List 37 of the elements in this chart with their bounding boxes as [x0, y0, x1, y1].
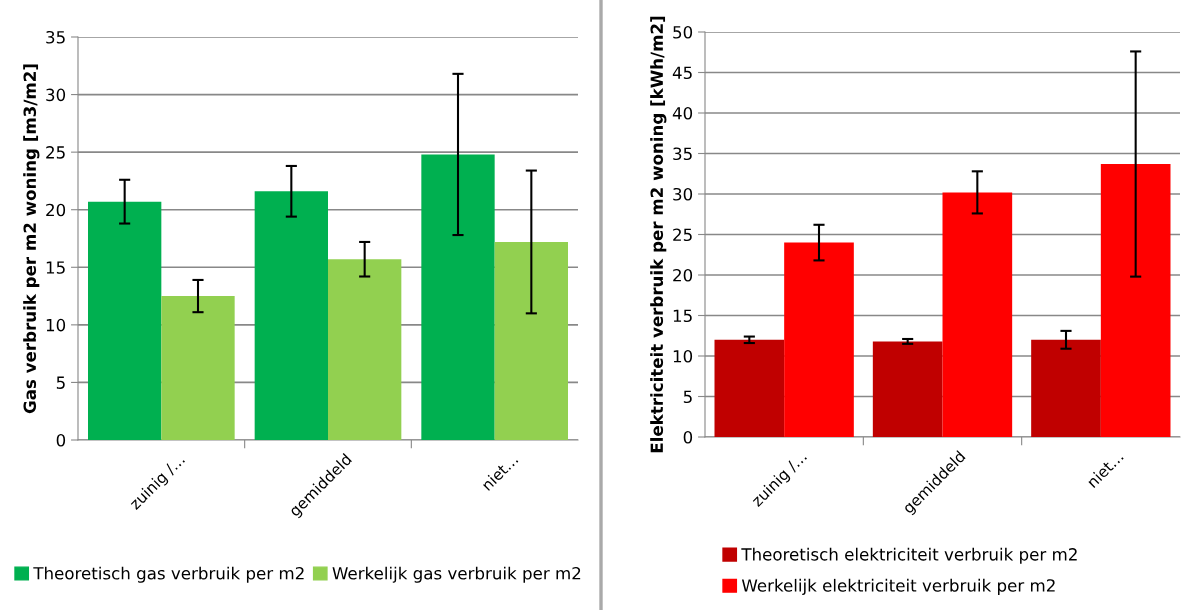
- y-tick-label: 30: [673, 187, 693, 201]
- y-tick-label: 45: [672, 66, 692, 80]
- y-tick-label: 5: [683, 390, 692, 404]
- legend-label: Werkelijk gas verbruik per m2: [332, 566, 581, 583]
- bar: [942, 192, 1013, 437]
- y-tick-label: 30: [46, 88, 66, 102]
- y-tick-label: 15: [46, 261, 65, 274]
- bar: [161, 296, 235, 440]
- bar: [872, 341, 943, 437]
- y-tick-label: 10: [673, 349, 693, 363]
- y-tick-label: 50: [673, 25, 693, 39]
- y-tick-label: 10: [46, 318, 66, 332]
- y-tick-label: 25: [46, 146, 65, 159]
- y-tick-label: 20: [673, 268, 693, 282]
- bar: [421, 154, 495, 440]
- y-tick-label: 20: [46, 203, 66, 217]
- bar: [328, 259, 402, 440]
- bar: [254, 191, 328, 440]
- y-tick-label: 5: [56, 376, 65, 389]
- y-axis-title: Gas verbruik per m2 woning [m3/m2]: [23, 64, 40, 414]
- legend-label: Theoretisch gas verbruik per m2: [33, 566, 304, 583]
- bar: [1100, 164, 1171, 437]
- y-axis-title: Elektriciteit verbruik per m2 woning [kWh/m2]: [650, 16, 667, 453]
- y-tick-label: 40: [672, 106, 693, 120]
- bar: [494, 241, 568, 440]
- y-tick-label: 0: [683, 430, 693, 444]
- y-tick-label: 25: [673, 228, 692, 242]
- legend-label: Werkelijk elektriciteit verbruik per m2: [741, 578, 1055, 595]
- y-tick-label: 35: [46, 30, 65, 44]
- y-tick-label: 15: [673, 309, 692, 323]
- bar: [784, 242, 854, 437]
- legend-label: Theoretisch elektriciteit verbruik per m2: [741, 547, 1077, 564]
- y-tick-label: 35: [673, 147, 692, 161]
- bar: [714, 339, 785, 437]
- y-tick-label: 0: [56, 433, 66, 447]
- bar: [1031, 339, 1101, 437]
- bar: [88, 201, 162, 440]
